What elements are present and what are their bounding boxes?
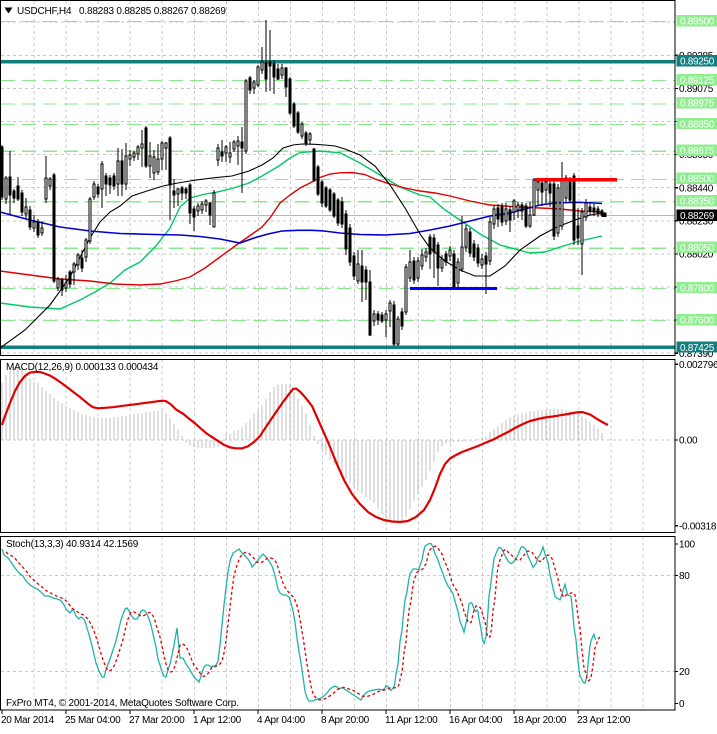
svg-text:0.89500: 0.89500: [680, 16, 715, 27]
svg-text:27 Mar 20:00: 27 Mar 20:00: [129, 715, 185, 726]
svg-text:18 Apr 20:00: 18 Apr 20:00: [513, 715, 567, 726]
svg-text:4 Apr 04:00: 4 Apr 04:00: [257, 715, 306, 726]
svg-text:Stoch(13,3,3) 40.9314 42.1569: Stoch(13,3,3) 40.9314 42.1569: [6, 539, 139, 550]
svg-text:0.002796: 0.002796: [679, 360, 717, 371]
svg-text:0.89250: 0.89250: [680, 57, 715, 68]
svg-text:0.88500: 0.88500: [680, 174, 715, 185]
svg-text:0.00: 0.00: [679, 436, 698, 447]
svg-text:11 Apr 12:00: 11 Apr 12:00: [385, 715, 438, 726]
svg-text:100: 100: [679, 540, 696, 551]
svg-text:0.87425: 0.87425: [680, 343, 715, 354]
svg-text:FxPro MT4, © 2001-2014, MetaQu: FxPro MT4, © 2001-2014, MetaQuotes Softw…: [6, 698, 239, 709]
svg-text:0.88975: 0.88975: [680, 99, 715, 110]
svg-text:0.88350: 0.88350: [680, 196, 715, 207]
svg-text:8 Apr 20:00: 8 Apr 20:00: [321, 715, 370, 726]
svg-text:16 Apr 04:00: 16 Apr 04:00: [449, 715, 503, 726]
svg-text:0.88269: 0.88269: [680, 211, 715, 222]
svg-text:80: 80: [679, 571, 690, 582]
svg-text:20: 20: [679, 667, 690, 678]
svg-text:23 Apr 12:00: 23 Apr 12:00: [577, 715, 631, 726]
svg-text:USDCHF,H4 0.88283 0.88285 0.: USDCHF,H4 0.88283 0.88285 0.88267 0.8826…: [17, 6, 226, 17]
svg-text:25 Mar 04:00: 25 Mar 04:00: [65, 715, 121, 726]
svg-text:0.87600: 0.87600: [680, 315, 715, 326]
svg-text:-0.00318: -0.00318: [679, 521, 717, 532]
svg-text:0.87800: 0.87800: [680, 283, 715, 294]
svg-text:0.88050: 0.88050: [680, 243, 715, 254]
svg-text:MACD(12,26,9) 0.000133 0.00043: MACD(12,26,9) 0.000133 0.000434: [6, 362, 159, 373]
svg-text:0.89125: 0.89125: [680, 75, 715, 86]
svg-text:0: 0: [679, 699, 685, 710]
svg-text:20 Mar 2014: 20 Mar 2014: [1, 715, 55, 726]
svg-text:0.88850: 0.88850: [680, 119, 715, 130]
svg-text:1 Apr 12:00: 1 Apr 12:00: [193, 715, 242, 726]
svg-text:0.88675: 0.88675: [680, 146, 715, 157]
